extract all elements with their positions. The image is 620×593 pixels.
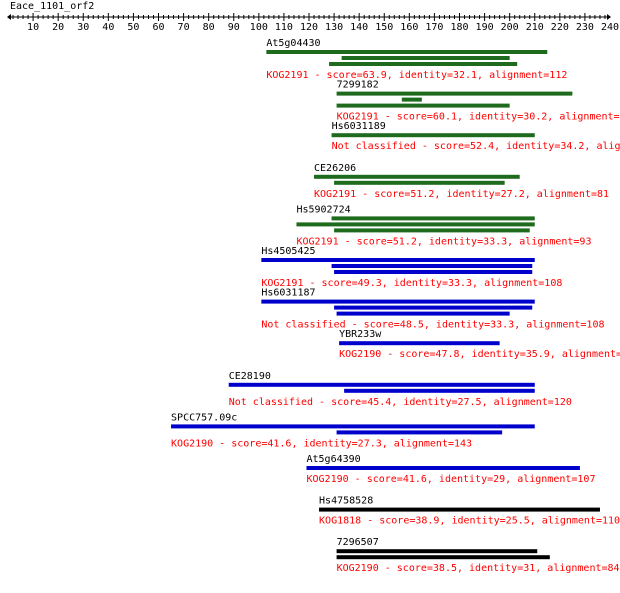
hit-alignment-bar	[336, 103, 510, 108]
hit-alignment-bar	[331, 264, 533, 268]
ruler: 10 20 30 40 50 60 70 80 90 100 110 120 130 140 150 160 1…	[7, 13, 619, 33]
hit-alignment-bar	[334, 305, 533, 310]
hit-annotation: KOG2190 - score=47.8, identity=35.9, ali…	[339, 349, 620, 360]
hit-name: At5g64390	[306, 454, 360, 465]
ruler-tick-label: 50	[127, 22, 139, 33]
hit-alignment-bar	[336, 549, 538, 554]
hit-annotation: KOG2191 - score=49.3, identity=33.3, ali…	[261, 278, 562, 289]
ruler-tick-label: 60	[152, 22, 164, 33]
hit-alignment-bar	[319, 507, 600, 512]
hit-alignment-bar	[171, 424, 535, 429]
hit-row[interactable]: Hs4505425 KOG2191 - score=49.3, identity=…	[261, 246, 562, 289]
hit-name: CE28190	[229, 371, 271, 382]
hit-name: 7299182	[337, 80, 379, 91]
ruler-left-arrow	[7, 14, 11, 20]
hit-alignment-bar	[331, 216, 535, 221]
ruler-tick-label: 90	[228, 22, 240, 33]
hit-name: Hs6031189	[332, 121, 386, 132]
hit-name: CE26206	[314, 163, 356, 174]
ruler-tick-label: 170	[425, 22, 443, 33]
ruler-tick-label: 230	[576, 22, 594, 33]
hit-row[interactable]: Hs4758528 KOG1818 - score=38.9, identity=…	[319, 496, 620, 527]
hit-alignment-bar	[334, 270, 533, 274]
hit-alignment-bar	[228, 382, 535, 387]
hit-row[interactable]: 7296507 KOG2190 - score=38.5, identity=31…	[336, 537, 620, 574]
hit-name: 7296507	[337, 537, 379, 548]
hit-annotation: KOG2190 - score=41.6, identity=27.3, ali…	[171, 438, 472, 449]
hit-annotation: KOG2191 - score=51.2, identity=33.3, ali…	[296, 236, 591, 247]
ruler-right-arrow	[607, 14, 611, 20]
hit-row[interactable]: Hs5902724 KOG2191 - score=51.2, identity=…	[296, 204, 591, 247]
hit-alignment-bar	[261, 299, 535, 304]
hit-name: SPCC757.09c	[171, 412, 237, 423]
hit-alignment-bar	[261, 258, 535, 262]
hit-row[interactable]: Hs6031187 Not classified - score=48.5, id…	[261, 288, 605, 331]
hit-annotation: KOG2191 - score=51.2, identity=27.2, ali…	[314, 189, 609, 200]
hit-alignment-bar	[334, 228, 530, 233]
hit-row[interactable]: 7299182 KOG2191 - score=60.1, identity=30…	[336, 80, 620, 123]
ruler-tick-label: 160	[400, 22, 418, 33]
hit-name: YBR233w	[339, 329, 382, 340]
hit-row[interactable]: CE28190 Not classified - score=45.4, iden…	[228, 371, 572, 408]
hit-name: Hs4505425	[261, 246, 315, 257]
hit-annotation: Not classified - score=45.4, identity=27…	[229, 397, 572, 408]
ruler-tick-label: 70	[178, 22, 190, 33]
ruler-tick-label: 80	[203, 22, 215, 33]
hit-alignment-bar	[339, 341, 500, 346]
hit-alignment-bar	[336, 91, 573, 96]
ruler-tick-label: 10	[27, 22, 39, 33]
hit-annotation: KOG1818 - score=38.9, identity=25.5, ali…	[319, 516, 620, 527]
hit-row[interactable]: CE26206 KOG2191 - score=51.2, identity=27…	[314, 163, 609, 200]
ruler-tick-label: 20	[52, 22, 64, 33]
ruler-tick-label: 120	[300, 22, 318, 33]
query-name: Eace_1101_orf2	[10, 1, 94, 12]
hit-alignment-bar	[306, 466, 580, 470]
hit-name: At5g04430	[266, 38, 320, 49]
hit-row[interactable]: Hs6031189 Not classified - score=52.4, id…	[331, 121, 620, 152]
hit-annotation: KOG2191 - score=63.9, identity=32.1, ali…	[266, 70, 567, 81]
hit-alignment-bar	[266, 50, 548, 54]
ruler-tick-label: 110	[275, 22, 293, 33]
hit-alignment-bar	[336, 430, 503, 435]
hit-alignment-bar	[401, 97, 422, 102]
hit-list: At5g04430 KOG2191 - score=63.9, identity=…	[171, 38, 620, 574]
ruler-tick-label: 210	[526, 22, 544, 33]
hit-name: Hs5902724	[296, 204, 350, 215]
hit-row[interactable]: At5g64390 KOG2190 - score=41.6, identity=…	[306, 454, 595, 485]
ruler-tick-label: 180	[450, 22, 468, 33]
hit-annotation: Not classified - score=52.4, identity=34…	[332, 141, 620, 152]
hit-alignment-bar	[344, 388, 535, 393]
ruler-tick-label: 30	[77, 22, 89, 33]
ruler-tick-label: 220	[551, 22, 569, 33]
hit-row[interactable]: YBR233w KOG2190 - score=47.8, identity=35…	[339, 329, 620, 360]
hit-alignment-bar	[341, 56, 510, 60]
hit-row[interactable]: SPCC757.09c KOG2190 - score=41.6, identit…	[171, 412, 535, 449]
ruler-tick-label: 190	[476, 22, 494, 33]
hit-name: Hs4758528	[319, 496, 373, 507]
hit-alignment-bar	[296, 222, 535, 227]
hit-annotation: KOG2191 - score=60.1, identity=30.2, ali…	[337, 112, 620, 123]
hit-alignment-bar	[331, 133, 535, 138]
ruler-tick-label: 130	[325, 22, 343, 33]
hit-annotation: KOG2190 - score=41.6, identity=29, align…	[306, 474, 595, 485]
ruler-tick-label: 150	[375, 22, 393, 33]
hit-alignment-bar	[334, 180, 505, 185]
hit-annotation: Not classified - score=48.5, identity=33…	[261, 320, 604, 331]
hit-alignment-bar	[336, 311, 510, 316]
hit-alignment-bar	[336, 555, 550, 560]
hit-name: Hs6031187	[261, 288, 315, 299]
ruler-tick-label: 40	[102, 22, 114, 33]
ruler-tick-label: 100	[250, 22, 268, 33]
ruler-tick-label: 240	[601, 22, 619, 33]
ruler-tick-label: 200	[501, 22, 519, 33]
hit-annotation: KOG2190 - score=38.5, identity=31, align…	[337, 563, 620, 574]
hit-row[interactable]: At5g04430 KOG2191 - score=63.9, identity=…	[266, 38, 567, 81]
hit-alignment-bar	[329, 62, 518, 66]
hit-alignment-bar	[314, 174, 520, 179]
ruler-tick-label: 140	[350, 22, 368, 33]
